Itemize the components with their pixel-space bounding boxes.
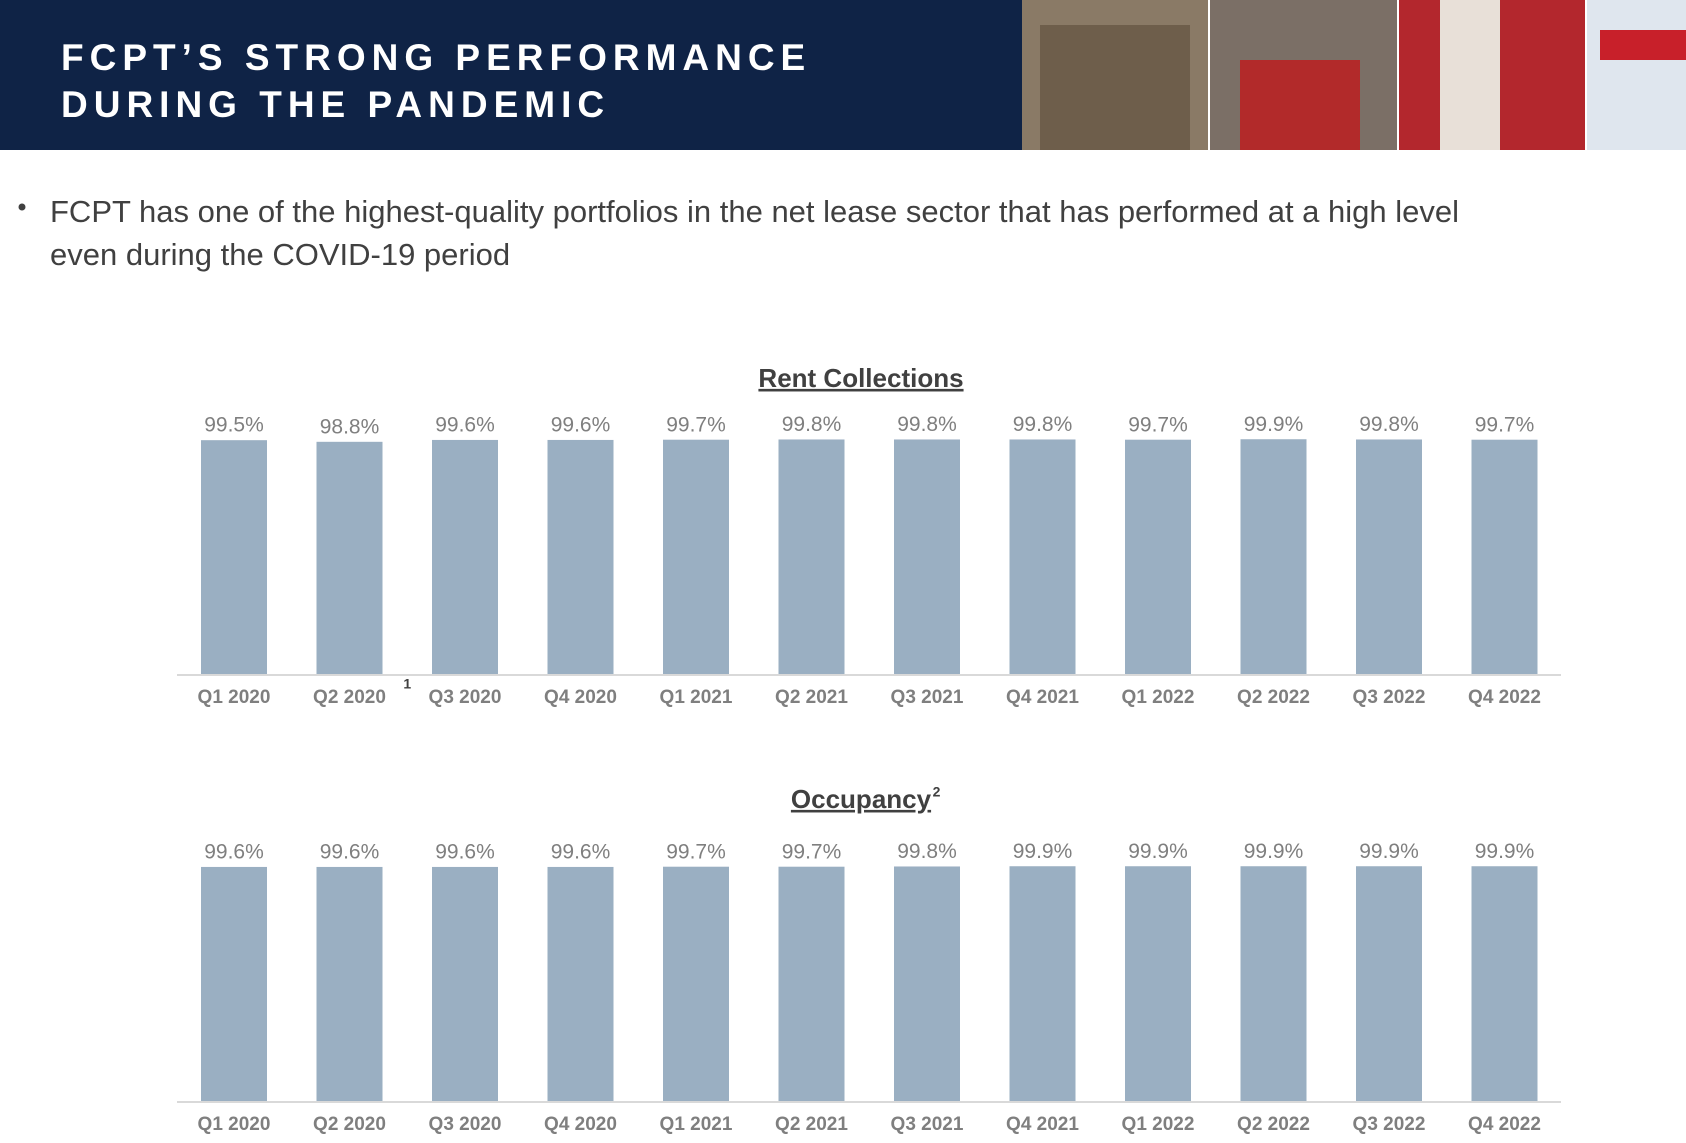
value-label: 99.6% (551, 413, 611, 436)
bar (1356, 439, 1422, 674)
bar (547, 439, 614, 674)
value-label: 99.8% (1013, 413, 1073, 436)
x-tick-label: Q1 2021 (660, 687, 733, 708)
chart-title: Rent Collections (758, 363, 963, 393)
x-tick-label: Q4 2021 (1006, 1114, 1079, 1135)
bar (1240, 866, 1307, 1101)
value-label: 99.9% (1475, 840, 1535, 863)
bar (1125, 866, 1191, 1101)
value-label: 99.7% (666, 413, 726, 436)
value-label: 99.9% (1244, 413, 1304, 436)
x-tick-label: Q2 2021 (775, 687, 848, 708)
bar (778, 439, 845, 674)
bar (1009, 439, 1076, 674)
x-tick-label: Q3 2021 (891, 687, 964, 708)
value-label: 99.6% (204, 840, 264, 863)
value-label: 99.6% (435, 840, 495, 863)
x-tick-label: Q3 2022 (1353, 687, 1426, 708)
bullet-dot (18, 203, 26, 211)
bar (663, 439, 729, 674)
x-tick-label: Q4 2020 (544, 1114, 617, 1135)
x-tick-label: Q1 2022 (1122, 687, 1195, 708)
value-label: 99.9% (1359, 840, 1419, 863)
bar (201, 866, 267, 1101)
header-title: DURING THE PANDEMIC (61, 84, 610, 125)
value-label: 99.7% (782, 840, 842, 863)
bar (432, 866, 498, 1101)
bar (894, 439, 960, 674)
x-tick-label: Q4 2022 (1468, 1114, 1541, 1135)
title-superscript: 2 (933, 784, 941, 800)
value-label: 99.9% (1013, 840, 1073, 863)
x-tick-label: Q1 2020 (198, 1114, 271, 1135)
bar (1471, 439, 1538, 674)
bar (1125, 439, 1191, 674)
x-tick-label: Q2 2022 (1237, 687, 1310, 708)
header-title: FCPT’S STRONG PERFORMANCE (61, 37, 811, 78)
value-label: 98.8% (320, 415, 380, 438)
value-label: 99.6% (551, 840, 611, 863)
bar (201, 440, 267, 674)
value-label: 99.8% (1359, 413, 1419, 436)
bar (547, 866, 614, 1101)
value-label: 99.5% (204, 414, 264, 437)
header-photos (1022, 0, 1686, 150)
value-label: 99.6% (435, 413, 495, 436)
x-tick-label: Q3 2020 (429, 1114, 502, 1135)
x-tick-label: Q4 2022 (1468, 687, 1541, 708)
x-tick-label: Q2 2022 (1237, 1114, 1310, 1135)
x-tick-label: Q2 2020 (313, 1114, 386, 1135)
x-tick-label: Q3 2022 (1353, 1114, 1426, 1135)
value-label: 99.6% (320, 840, 380, 863)
bar (1009, 866, 1076, 1101)
bar (663, 866, 729, 1101)
bar (1240, 439, 1307, 674)
value-label: 99.8% (782, 413, 842, 436)
x-tick-label: Q1 2020 (198, 687, 271, 708)
bar (778, 866, 845, 1101)
bar (316, 866, 383, 1101)
x-tick-label: Q3 2020 (429, 687, 502, 708)
value-label: 99.9% (1244, 840, 1304, 863)
value-label: 99.7% (1128, 413, 1188, 436)
x-tick-label: Q2 2020 (313, 687, 386, 708)
chart-title: Occupancy (791, 784, 932, 814)
bullet-text: FCPT has one of the highest-quality port… (50, 194, 1459, 229)
value-label: 99.9% (1128, 840, 1188, 863)
bar (432, 439, 498, 674)
value-label: 99.8% (897, 413, 957, 436)
x-tick-label: Q1 2022 (1122, 1114, 1195, 1135)
footnote-marker: 1 (403, 676, 411, 692)
x-tick-label: Q1 2021 (660, 1114, 733, 1135)
value-label: 99.7% (1475, 413, 1535, 436)
x-tick-label: Q3 2021 (891, 1114, 964, 1135)
value-label: 99.7% (666, 840, 726, 863)
bullet-text: even during the COVID-19 period (50, 237, 510, 272)
bar (1471, 866, 1538, 1101)
x-tick-label: Q4 2020 (544, 687, 617, 708)
x-tick-label: Q4 2021 (1006, 687, 1079, 708)
header-band (0, 0, 1022, 150)
value-label: 99.8% (897, 840, 957, 863)
x-tick-label: Q2 2021 (775, 1114, 848, 1135)
bar (894, 866, 960, 1101)
bar (316, 441, 383, 674)
bar (1356, 866, 1422, 1101)
